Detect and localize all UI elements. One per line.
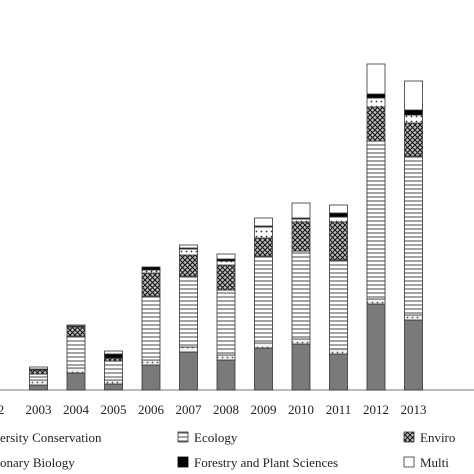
bar-segment-multi-2007 (179, 244, 198, 249)
bar-segment-bio-2010 (291, 343, 311, 391)
bar-segment-multi-2010 (291, 202, 311, 219)
bar-segment-eco-2012 (366, 140, 386, 300)
x-tick-label-2005: 2005 (101, 402, 127, 417)
bar-segment-dots-upper-2013 (404, 114, 423, 124)
bar-segment-multi-2013 (404, 80, 423, 111)
x-tick-label-2012: 2012 (363, 402, 389, 417)
bar-segment-dots-upper-2011 (329, 216, 348, 223)
legend-label-environ: Enviro (420, 430, 455, 445)
bar-segment-evo-2008 (216, 354, 236, 361)
bar-segment-forestry-2011 (329, 212, 348, 218)
bar-segment-eco-2009 (254, 255, 273, 344)
legend-label-ecology: Ecology (194, 430, 238, 445)
legend-label-multi: Multi (420, 455, 449, 470)
bar-segment-eco-2010 (291, 250, 311, 340)
bar-segment-bio-2013 (404, 319, 423, 391)
bar-segment-eco-2013 (404, 155, 423, 316)
legend-swatch-ecology (177, 431, 189, 443)
bar-segment-dots-upper-2010 (291, 218, 311, 223)
bar-segment-dots-upper-2012 (366, 97, 386, 108)
bar-segment-bio-2012 (366, 303, 386, 391)
bar-segment-dots-upper-2008 (216, 260, 236, 266)
legend: ersity Conservation Ecology Enviro onary… (0, 430, 455, 470)
bar-segment-multi-2012 (366, 63, 386, 95)
legend-label-biodiversity: ersity Conservation (0, 430, 102, 445)
bar-segment-env-2010 (291, 221, 311, 252)
bar-segment-evo-2007 (179, 346, 198, 353)
bar-segment-dots-upper-2006 (141, 269, 161, 274)
bar-segment-env-2004 (66, 326, 86, 337)
bars-group (29, 63, 423, 391)
bar-segment-eco-2008 (216, 289, 236, 356)
bar-segment-eco-2005 (104, 360, 123, 381)
bar-segment-evo-2006 (141, 359, 161, 366)
x-tick-label-2009: 2009 (251, 402, 277, 417)
x-tick-label-2013: 2013 (401, 402, 427, 417)
x-tick-label-2010: 2010 (288, 402, 314, 417)
bar-segment-forestry-2006 (141, 266, 161, 271)
bar-segment-bio-2009 (254, 347, 273, 391)
x-tick-label-2004: 2004 (63, 402, 90, 417)
bar-segment-multi-2004 (66, 324, 86, 327)
legend-swatch-forestry (177, 456, 189, 468)
x-tick-label-2: 2 (0, 402, 4, 417)
bar-segment-bio-2011 (329, 353, 348, 391)
bar-segment-eco-2004 (66, 335, 86, 369)
bar-segment-eco-2006 (141, 295, 161, 361)
bar-segment-bio-2005 (104, 383, 123, 391)
bar-segment-env-2008 (216, 264, 236, 291)
bar-segment-bio-2003 (29, 384, 48, 391)
bar-segment-env-2005 (104, 357, 123, 362)
bar-segment-forestry-2013 (404, 109, 423, 116)
bar-segment-forestry-2012 (366, 93, 386, 99)
bar-segment-multi-2005 (104, 350, 123, 355)
bar-segment-bio-2006 (141, 364, 161, 391)
bar-segment-evo-2013 (404, 314, 423, 321)
bar-segment-env-2003 (29, 369, 48, 375)
bar-segment-env-2013 (404, 122, 423, 157)
bar-segment-forestry-2005 (104, 353, 123, 359)
legend-label-forestry: Forestry and Plant Sciences (194, 455, 338, 470)
bar-segment-dots-upper-2009 (254, 226, 273, 239)
bar-segment-eco-2011 (329, 259, 348, 350)
bar-segment-evo-2010 (291, 338, 311, 345)
bar-segment-bio-2004 (66, 372, 86, 391)
bar-segment-multi-2009 (254, 217, 273, 227)
bar-segment-multi-2011 (329, 204, 348, 214)
x-tick-label-2006: 2006 (138, 402, 165, 417)
bar-segment-env-2009 (254, 237, 273, 257)
bar-segment-env-2007 (179, 254, 198, 277)
bar-segment-eco-2007 (179, 275, 198, 348)
x-tick-label-2003: 2003 (26, 402, 52, 417)
bar-segment-env-2012 (366, 106, 386, 142)
x-tick-label-2011: 2011 (326, 402, 352, 417)
legend-swatch-environ (403, 431, 415, 443)
x-tick-label-2007: 2007 (176, 402, 203, 417)
x-tick-label-2008: 2008 (213, 402, 239, 417)
bar-segment-env-2011 (329, 221, 348, 261)
bar-segment-bio-2008 (216, 359, 236, 391)
bar-segment-multi-2008 (216, 253, 236, 260)
bar-segment-env-2006 (141, 272, 161, 297)
bar-segment-evo-2004 (66, 367, 86, 374)
bar-segment-evo-2011 (329, 348, 348, 355)
legend-label-evolutionary: onary Biology (0, 455, 75, 470)
bar-segment-evo-2003 (29, 379, 48, 386)
bar-segment-dots-upper-2007 (179, 248, 198, 256)
bar-segment-eco-2003 (29, 373, 48, 381)
legend-swatch-multi (403, 456, 415, 468)
bar-segment-multi-2003 (29, 366, 48, 370)
x-tick-labels: 2 2003 2004 2005 2006 2007 2008 2009 2010 2011 201… (0, 402, 427, 417)
bar-segment-evo-2009 (254, 342, 273, 349)
bar-segment-bio-2007 (179, 351, 198, 391)
bar-segment-evo-2012 (366, 298, 386, 305)
bar-segment-evo-2005 (104, 379, 123, 385)
